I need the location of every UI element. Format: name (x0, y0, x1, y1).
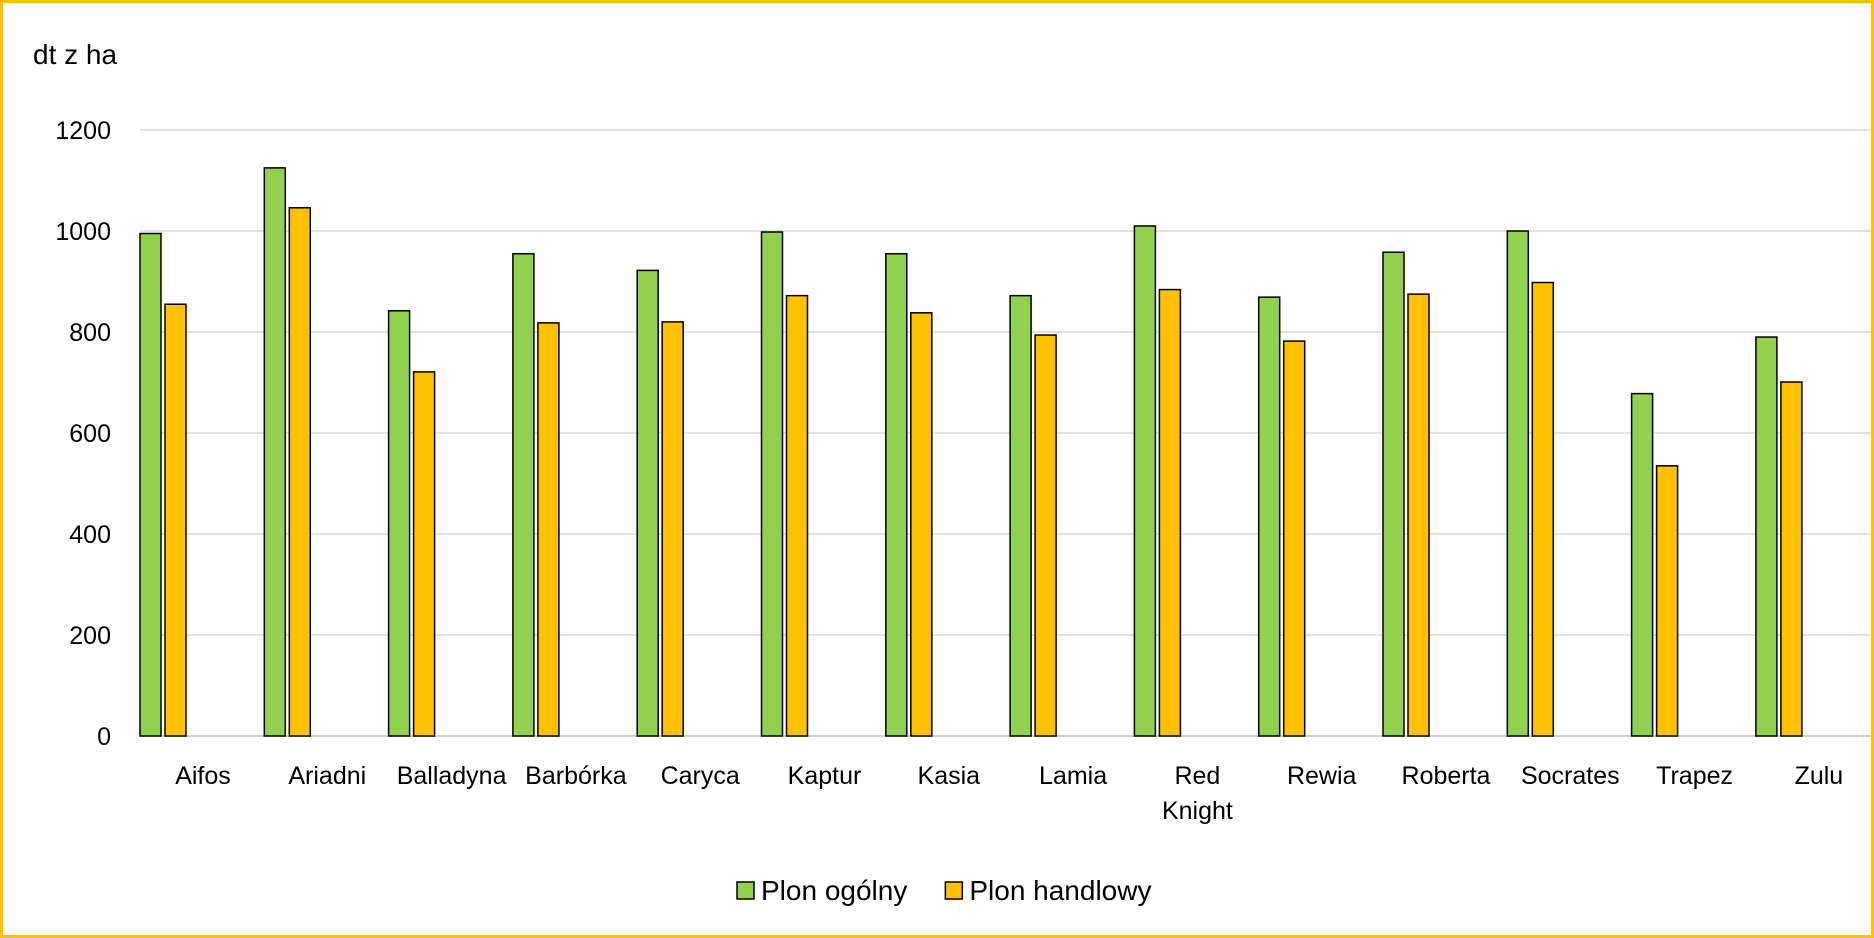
bar-plon-ogolny-kasia (885, 252, 908, 737)
y-tick-label-800: 800 (69, 319, 111, 347)
bar-plon-ogolny-kaptur (760, 231, 784, 737)
x-tick-label-zulu: Zulu (1795, 762, 1844, 790)
bar-plon-ogolny-rewia (1257, 296, 1281, 737)
legend-item-plon-handlowy: Plon handlowy (944, 875, 1151, 906)
bar-plon-handlowy-zulu (1780, 381, 1803, 737)
x-tick-label-socrates: Socrates (1521, 762, 1620, 790)
bar-plon-handlowy-trapez (1655, 465, 1679, 737)
bars (139, 167, 1803, 737)
bar-plon-handlowy-kaptur (785, 294, 809, 737)
x-tick-label-roberta: Roberta (1402, 762, 1491, 790)
bar-chart: dt z ha 0 200 400 600 800 1000 1200 Aifos Ariad… (33, 39, 1871, 906)
x-tick-label-rewia: Rewia (1287, 762, 1357, 790)
y-tick-label-600: 600 (69, 420, 111, 448)
y-tick-labels: 0 200 400 600 800 1000 1200 (55, 117, 111, 751)
y-tick-label-1000: 1000 (55, 218, 111, 246)
bar-plon-handlowy-rewia (1282, 340, 1306, 737)
bar-plon-handlowy-barborka (537, 322, 560, 737)
x-tick-label-trapez: Trapez (1656, 762, 1733, 790)
bar-plon-ogolny-red-knight (1133, 225, 1157, 737)
bar-plon-handlowy-caryca (661, 321, 684, 737)
bar-plon-handlowy-lamia (1034, 334, 1057, 737)
legend-swatch-plon-ogolny (736, 881, 755, 900)
y-tick-label-400: 400 (69, 521, 111, 549)
legend-label-plon-handlowy: Plon handlowy (969, 875, 1151, 906)
bar-plon-ogolny-socrates (1506, 230, 1530, 737)
x-tick-label-balladyna: Balladyna (397, 762, 507, 790)
x-tick-labels: Aifos Ariadni Balladyna Barbórka Caryca Kaptu… (175, 762, 1843, 825)
x-tick-label-caryca: Caryca (661, 762, 740, 790)
bar-plon-handlowy-kasia (910, 312, 933, 737)
x-tick-label-red-knight: Red Knight (1162, 762, 1233, 825)
y-tick-label-1200: 1200 (55, 117, 111, 145)
bar-plon-handlowy-ariadni (288, 207, 312, 737)
y-tick-label-200: 200 (69, 622, 111, 650)
x-tick-label-kasia: Kasia (918, 762, 981, 790)
bar-plon-ogolny-zulu (1755, 336, 1778, 737)
bar-plon-handlowy-socrates (1531, 281, 1555, 737)
x-tick-label-barborka: Barbórka (525, 762, 627, 790)
x-tick-label-aifos: Aifos (175, 762, 231, 790)
bar-plon-ogolny-balladyna (387, 310, 411, 737)
bar-plon-ogolny-trapez (1630, 392, 1654, 737)
legend: Plon ogólny Plon handlowy (736, 875, 1151, 906)
bar-plon-ogolny-caryca (636, 269, 659, 737)
bar-plon-ogolny-aifos (139, 232, 162, 737)
bar-plon-ogolny-barborka (512, 252, 535, 737)
bar-plon-ogolny-ariadni (263, 167, 287, 737)
y-axis-label: dt z ha (33, 39, 117, 70)
x-tick-label-kaptur: Kaptur (788, 762, 862, 790)
y-tick-label-0: 0 (97, 723, 111, 751)
bar-plon-handlowy-balladyna (412, 371, 436, 737)
bar-plon-ogolny-roberta (1382, 251, 1405, 737)
bar-plon-handlowy-red-knight (1158, 288, 1182, 737)
bar-plon-handlowy-aifos (164, 303, 187, 737)
x-tick-label-lamia: Lamia (1039, 762, 1107, 790)
legend-item-plon-ogolny: Plon ogólny (736, 875, 907, 906)
bar-plon-ogolny-lamia (1009, 294, 1032, 737)
bar-plon-handlowy-roberta (1407, 293, 1430, 737)
x-tick-label-ariadni: Ariadni (288, 762, 366, 790)
legend-label-plon-ogolny: Plon ogólny (761, 875, 907, 906)
legend-swatch-plon-handlowy (944, 881, 964, 900)
